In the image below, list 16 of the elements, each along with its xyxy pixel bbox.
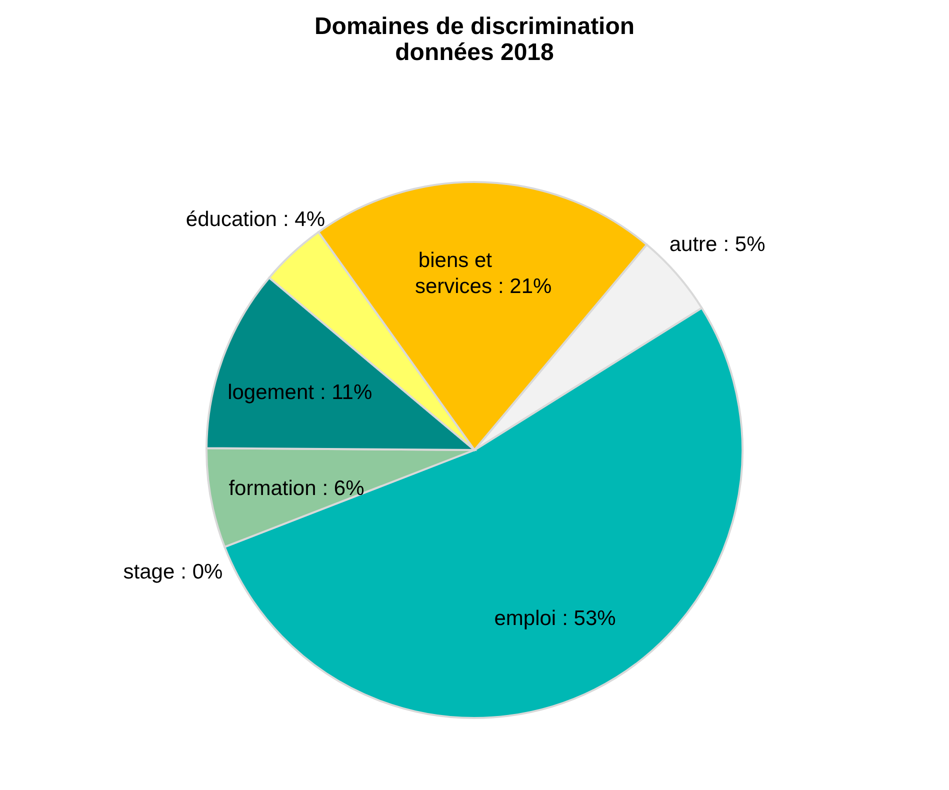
data-label: : 21% — [498, 274, 552, 298]
slice-label: autre — [669, 233, 718, 256]
data-label: : 6% — [322, 476, 364, 500]
text: données 2018 — [395, 39, 554, 66]
category-label: stage — [123, 560, 175, 584]
slice-label: éducation — [186, 208, 277, 232]
slice-label: emploi — [494, 606, 556, 630]
data-label: : 4% — [282, 208, 326, 232]
data-label: : 53% — [562, 606, 616, 630]
data-label: : 5% — [723, 233, 766, 256]
data-label: : 11% — [320, 381, 372, 404]
slice-label: logement — [228, 381, 314, 404]
text: Domaines de discrimination — [314, 13, 635, 40]
slice-label: formation — [228, 476, 316, 500]
text: : 0% — [180, 560, 223, 584]
slice-label: biens et services — [414, 248, 492, 298]
